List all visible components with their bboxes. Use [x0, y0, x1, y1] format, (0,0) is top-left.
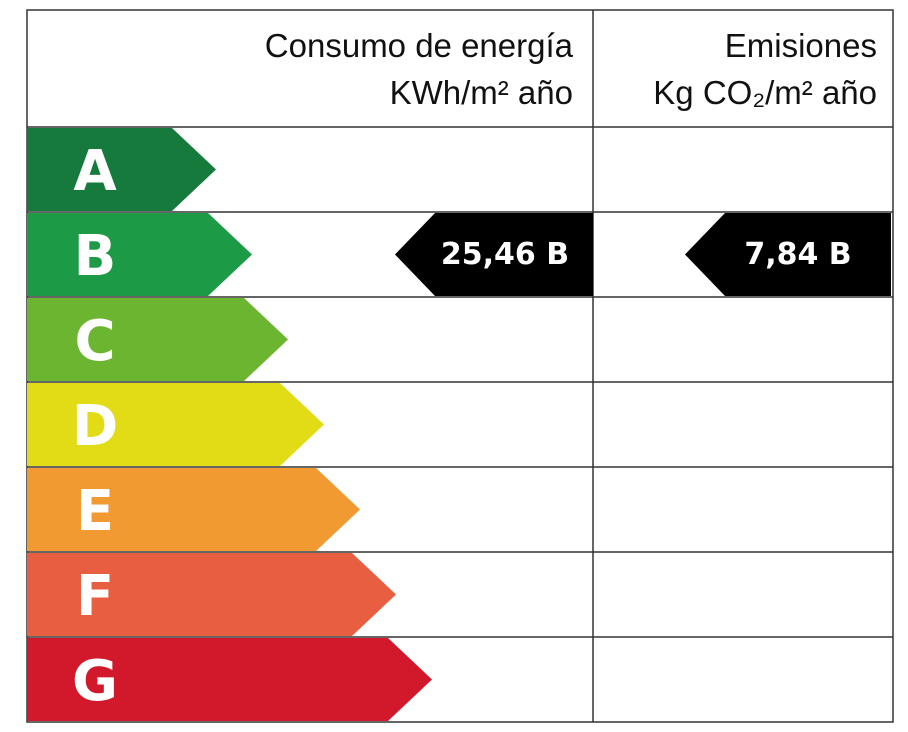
rating-arrow [27, 553, 396, 636]
energy-title: Consumo de energía [265, 27, 574, 64]
rating-arrow [27, 383, 324, 466]
emissions-value: 7,84 B [744, 237, 851, 272]
rating-arrow [27, 468, 360, 551]
rating-arrow [27, 128, 216, 211]
rating-letter: D [72, 394, 118, 459]
energy-badge [395, 213, 593, 296]
rating-arrow [27, 213, 252, 296]
rating-letter: C [74, 309, 115, 374]
rating-letter: A [73, 139, 117, 204]
energy-value: 25,46 B [441, 237, 569, 272]
rating-arrow [27, 638, 432, 721]
emissions-unit: Kg CO₂/m² año [653, 74, 877, 111]
emissions-badge [685, 213, 891, 296]
rating-letter: E [76, 479, 114, 544]
rating-arrow [27, 298, 288, 381]
rating-letter: B [74, 224, 117, 289]
emissions-title: Emisiones [725, 27, 877, 64]
rating-letter: G [72, 649, 118, 714]
rating-letter: F [76, 564, 114, 629]
energy-unit: KWh/m² año [390, 74, 573, 111]
